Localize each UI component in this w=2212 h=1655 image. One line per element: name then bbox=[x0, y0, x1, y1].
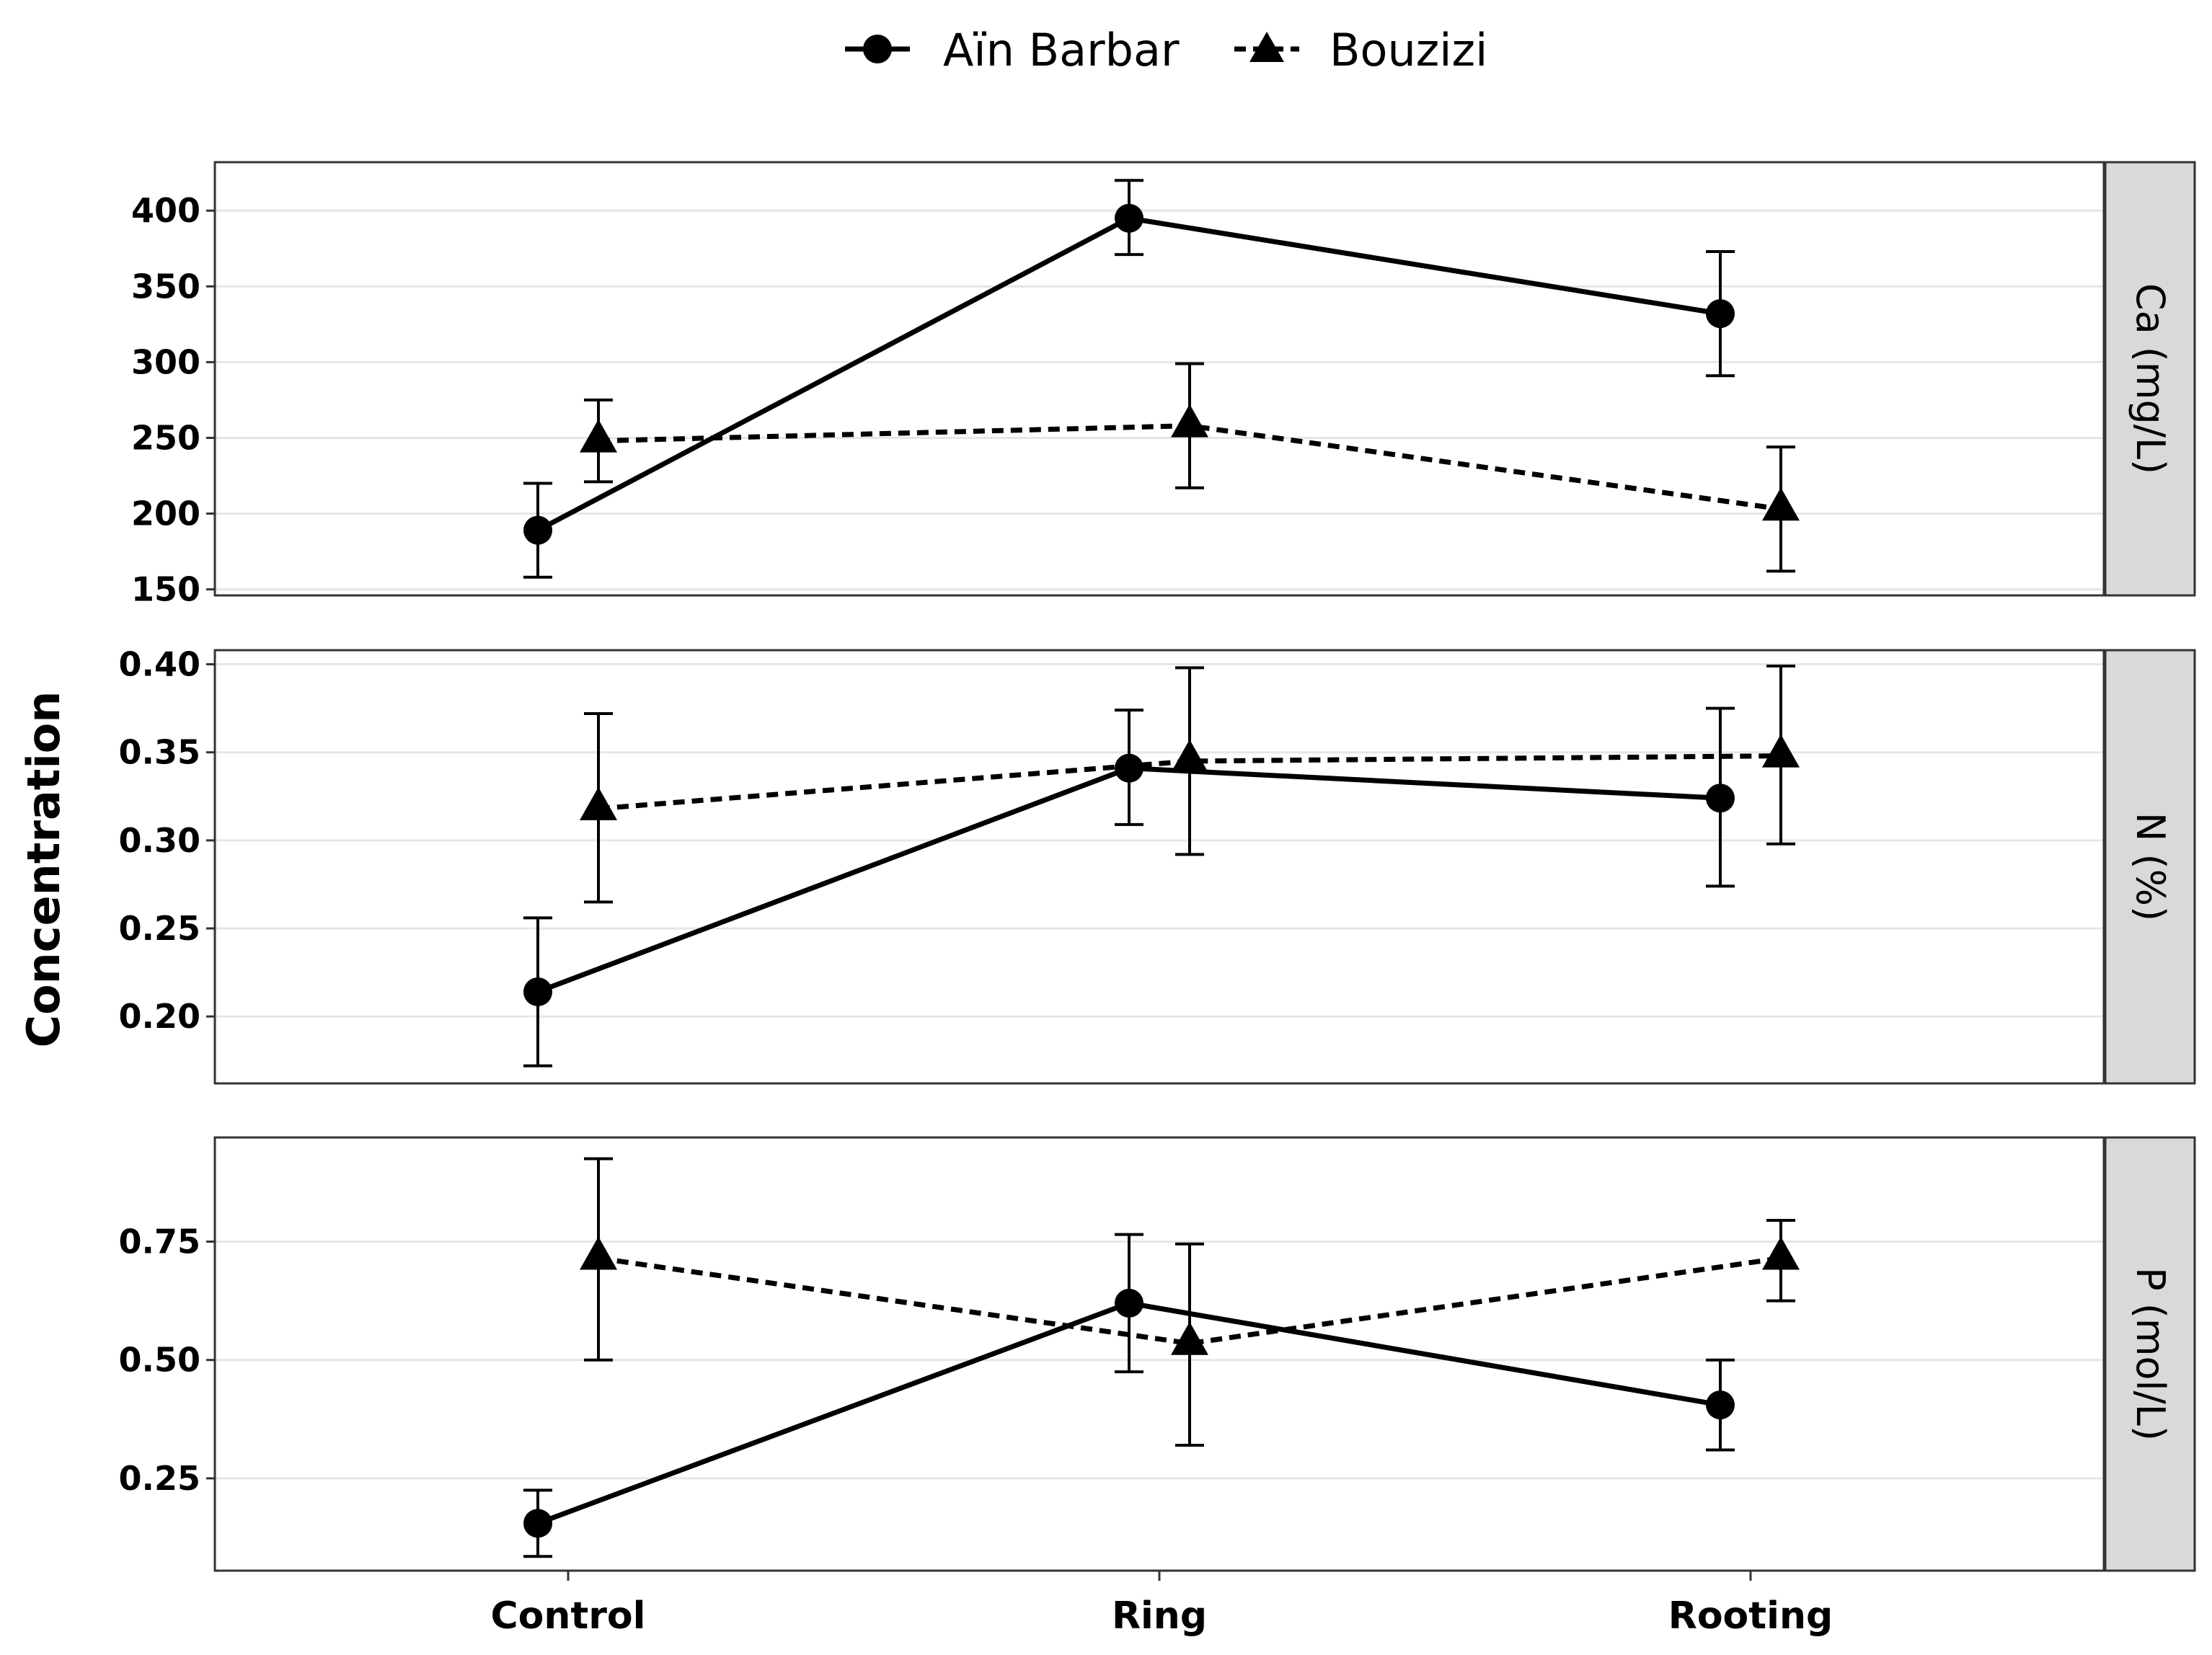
data-point-a-n-barbar bbox=[523, 1509, 552, 1538]
strip-background bbox=[2104, 1136, 2196, 1572]
series-line-bouzizi bbox=[598, 1256, 1782, 1346]
y-tick-label: 400 bbox=[131, 191, 200, 230]
panel-border bbox=[213, 1136, 2105, 1572]
x-axis: Control Ring Rooting bbox=[491, 1571, 1833, 1638]
y-tick-label: 300 bbox=[131, 342, 200, 381]
y-tick-label: 200 bbox=[131, 494, 200, 533]
data-point-a-n-barbar bbox=[1706, 784, 1735, 813]
data-point-bouzizi bbox=[1171, 739, 1208, 773]
data-point-bouzizi bbox=[580, 786, 617, 820]
data-point-bouzizi bbox=[1171, 404, 1208, 438]
panel-p-mol-l: 0.25 0.50 0.75 P (mol/L) bbox=[119, 1136, 2196, 1572]
data-point-bouzizi bbox=[580, 1236, 617, 1270]
y-tick-label: 0.40 bbox=[119, 645, 201, 684]
legend-marker-ain-barbar bbox=[863, 35, 892, 63]
x-tick-label-ring: Ring bbox=[1112, 1594, 1207, 1638]
y-tick-label: 0.75 bbox=[119, 1223, 201, 1261]
y-axis-label: Concentration bbox=[17, 691, 70, 1048]
x-tick-label-rooting: Rooting bbox=[1668, 1594, 1833, 1638]
panel-border bbox=[213, 161, 2105, 597]
data-point-bouzizi bbox=[580, 419, 617, 453]
legend-label-bouzizi: Bouzizi bbox=[1330, 24, 1487, 76]
y-tick-label: 0.25 bbox=[119, 1459, 201, 1498]
data-point-bouzizi bbox=[1762, 734, 1800, 768]
y-tick-label: 250 bbox=[131, 418, 200, 457]
strip-background bbox=[2104, 649, 2196, 1085]
data-point-a-n-barbar bbox=[1706, 299, 1735, 329]
strip-label: P (mol/L) bbox=[2128, 1267, 2173, 1441]
data-point-bouzizi bbox=[1762, 487, 1800, 521]
panel-ca-mg-l: 150 200 250 300 350 400 Ca (mg/L) bbox=[131, 161, 2196, 609]
y-tick-label: 0.30 bbox=[119, 821, 201, 860]
y-tick-label: 0.50 bbox=[119, 1341, 201, 1380]
strip-label: Ca (mg/L) bbox=[2128, 283, 2173, 474]
data-point-a-n-barbar bbox=[523, 515, 552, 545]
data-point-a-n-barbar bbox=[1706, 1390, 1735, 1420]
y-tick-label: 0.20 bbox=[119, 997, 201, 1036]
strip-background bbox=[2104, 161, 2196, 597]
data-point-bouzizi bbox=[1762, 1236, 1800, 1270]
y-tick-label: 0.35 bbox=[119, 733, 201, 772]
x-tick-label-control: Control bbox=[491, 1594, 646, 1638]
series-line-bouzizi bbox=[598, 753, 1782, 812]
y-tick-label: 350 bbox=[131, 267, 200, 306]
panel-border bbox=[213, 649, 2105, 1085]
y-tick-label: 150 bbox=[131, 570, 200, 609]
data-point-a-n-barbar bbox=[1115, 203, 1143, 233]
data-point-bouzizi bbox=[1171, 1321, 1208, 1355]
legend-label-ain-barbar: Aïn Barbar bbox=[943, 24, 1180, 76]
strip-label: N (%) bbox=[2128, 812, 2173, 921]
y-tick-label: 0.25 bbox=[119, 909, 201, 948]
legend: Aïn Barbar Bouzizi bbox=[845, 24, 1487, 76]
panel-n: 0.20 0.25 0.30 0.35 0.40 N (%) bbox=[119, 645, 2196, 1085]
series-line-a-n-barbar bbox=[536, 216, 1721, 533]
data-point-a-n-barbar bbox=[1115, 1288, 1143, 1318]
legend-marker-bouzizi bbox=[1249, 32, 1284, 62]
data-point-a-n-barbar bbox=[523, 977, 552, 1006]
